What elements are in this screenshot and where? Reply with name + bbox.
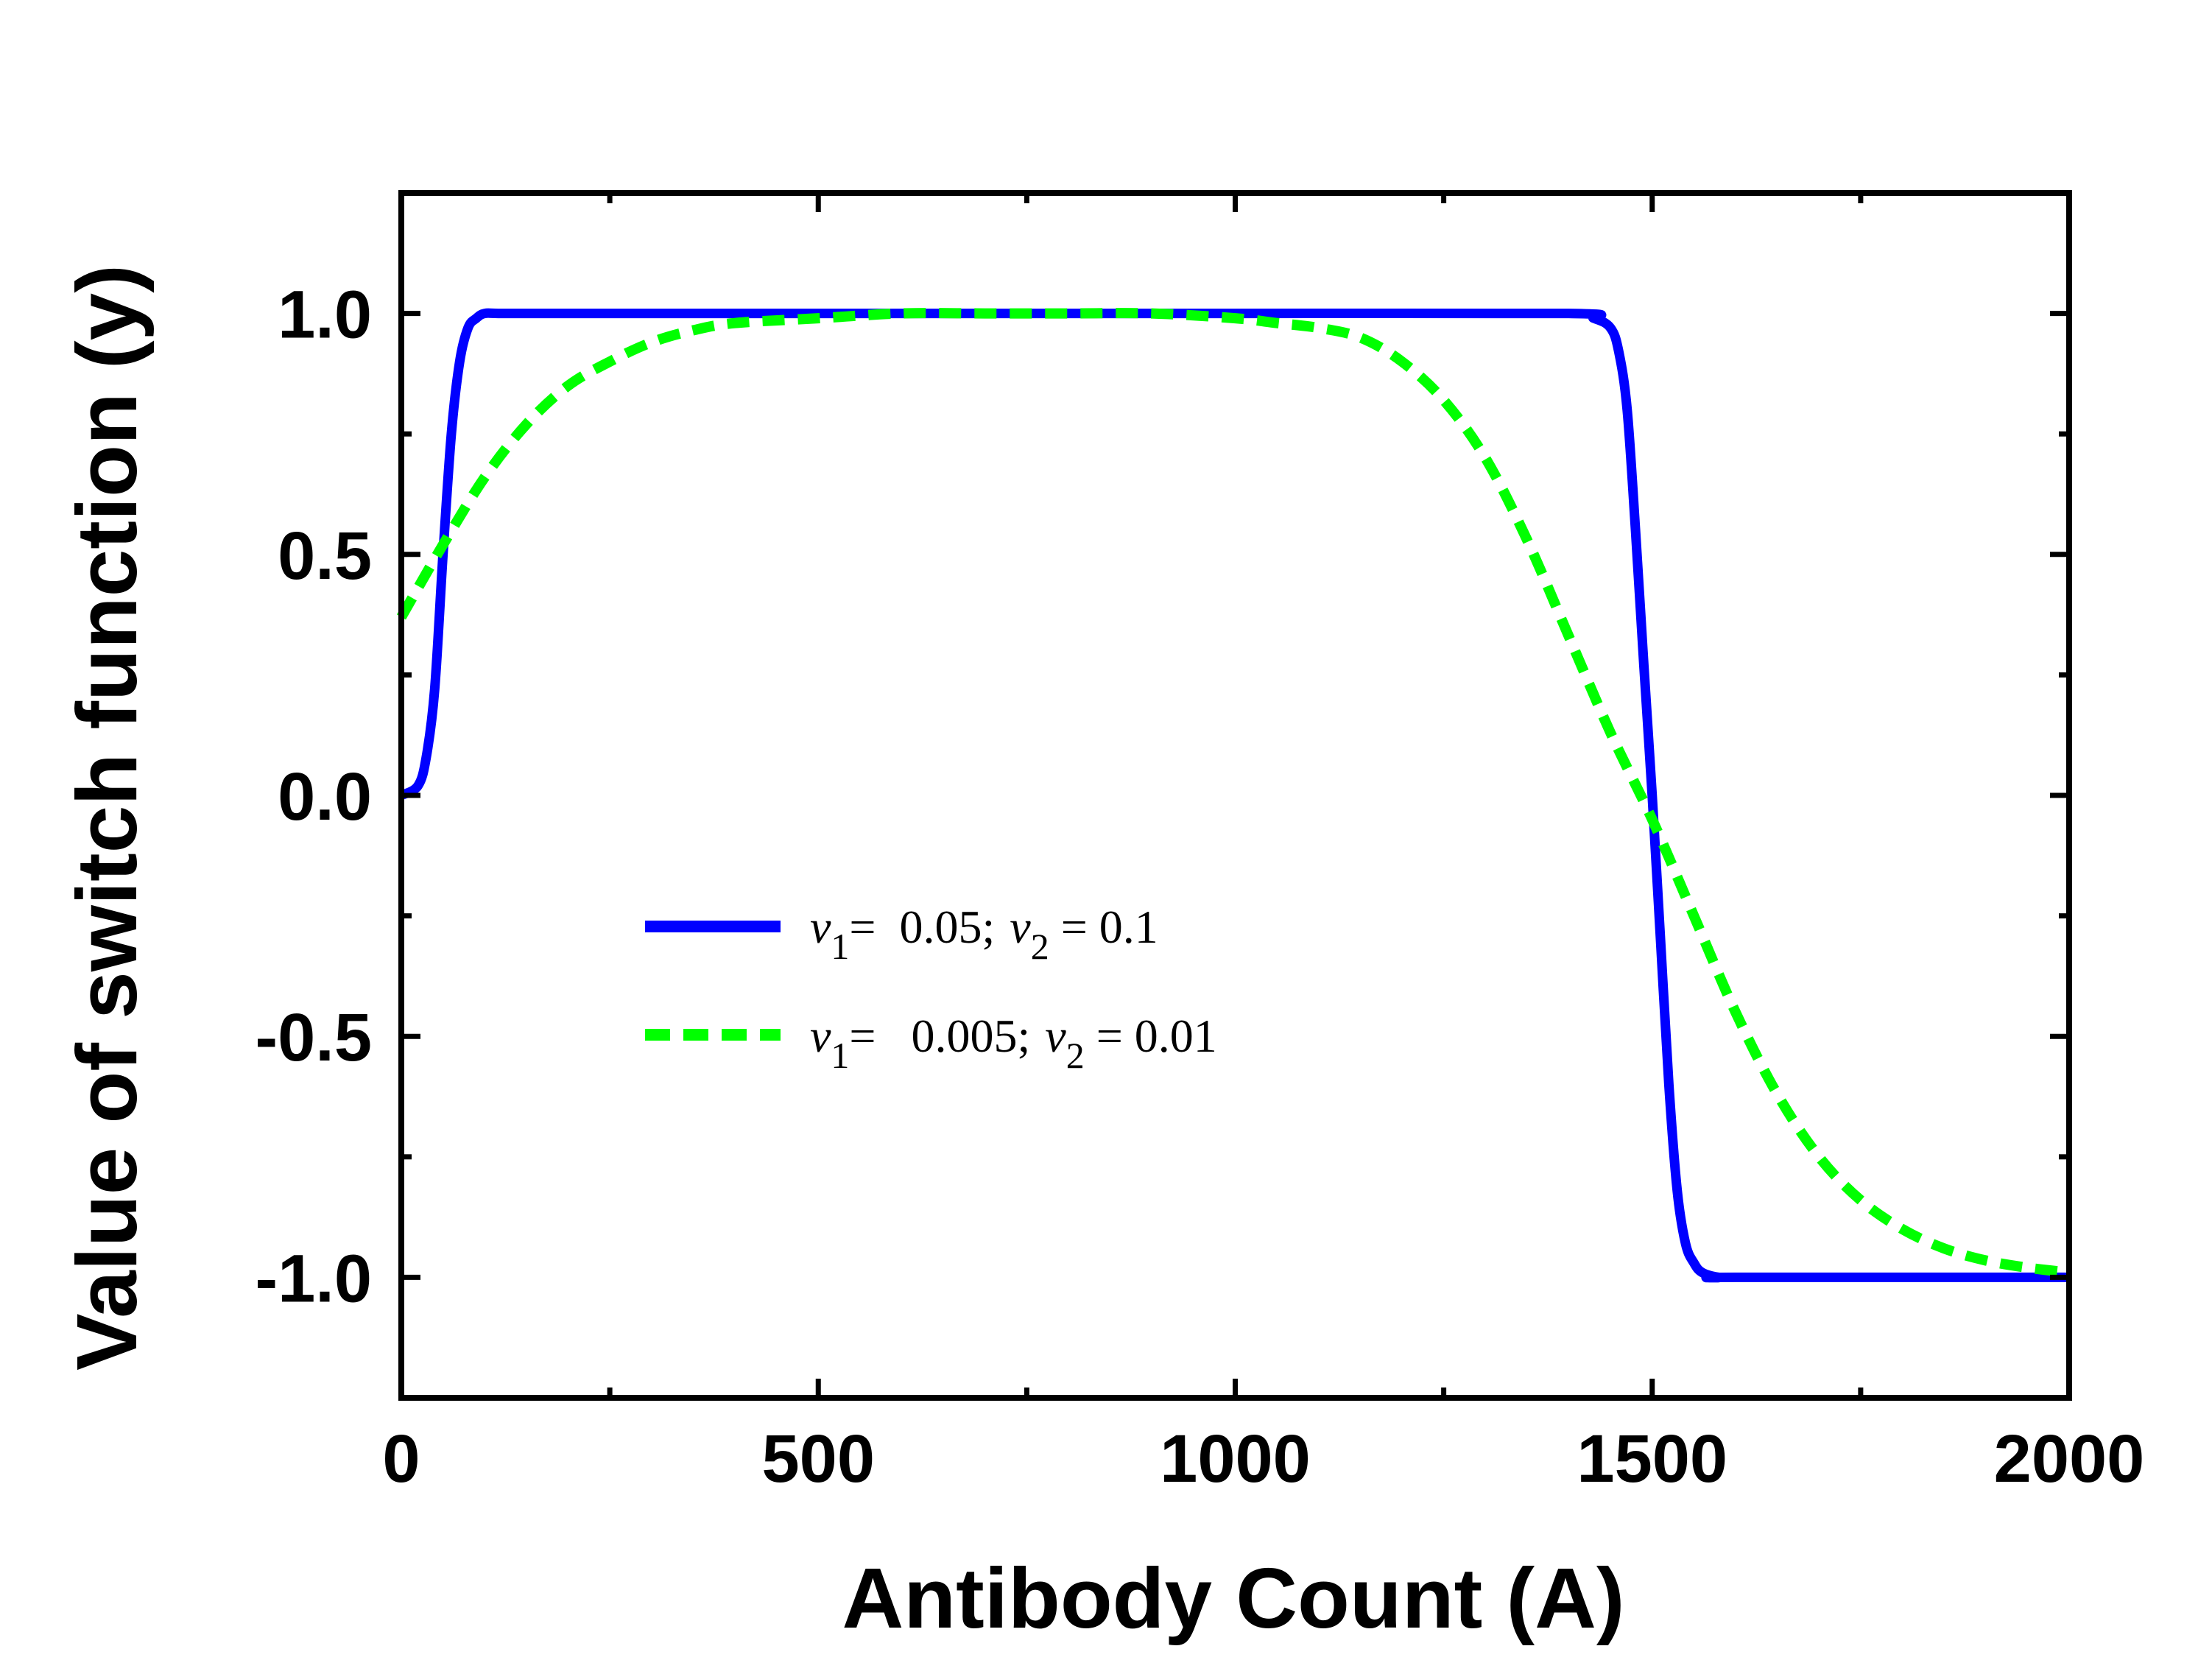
tick-labels-layer: 0 500 1000 1500 2000 1.0 0.5 0.0 -0.5 -1.0 [255, 278, 2144, 1497]
legend-nu2-symbol: ν [1045, 1010, 1066, 1062]
series-layer [396, 308, 2070, 1283]
legend-nu2-value: = 0.01 [1085, 1010, 1217, 1062]
x-tick-label: 2000 [1994, 1421, 2145, 1497]
legend-nu2-value: = 0.1 [1049, 901, 1158, 953]
series-line-2 [396, 308, 2070, 1278]
x-tick-label: 1000 [1160, 1421, 1311, 1497]
legend-nu1-symbol: ν [810, 1010, 831, 1062]
legend-label-series-1: ν1= 0.05; ν2 = 0.1 [810, 901, 1158, 967]
legend: ν1= 0.05; ν2 = 0.1 ν1= 0.005; ν2 = 0.01 [645, 901, 1217, 1076]
legend-nu2-subscript: 2 [1031, 926, 1049, 967]
x-tick-label: 0 [382, 1421, 420, 1497]
series-line-1 [398, 308, 2069, 1283]
y-tick-label: -1.0 [255, 1241, 372, 1316]
x-axis-label: Antibody Count (A) [842, 1550, 1624, 1646]
y-tick-label: 1.0 [278, 278, 372, 353]
legend-label-series-2: ν1= 0.005; ν2 = 0.01 [810, 1010, 1217, 1076]
y-tick-label: 0.5 [278, 518, 372, 594]
y-tick-label: 0.0 [278, 759, 372, 834]
y-axis-label: Value of switch function (y) [59, 264, 155, 1371]
legend-nu1-subscript: 1 [831, 926, 849, 967]
legend-nu2-symbol: ν [1010, 901, 1031, 953]
legend-nu1-symbol: ν [810, 901, 831, 953]
ticks-layer [398, 190, 2072, 1401]
x-tick-label: 500 [762, 1421, 876, 1497]
legend-nu1-subscript: 1 [831, 1035, 849, 1076]
legend-nu1-value: = 0.005; [849, 1010, 1030, 1062]
y-tick-label: -0.5 [255, 1000, 372, 1075]
legend-nu2-subscript: 2 [1066, 1035, 1085, 1076]
x-tick-label: 1500 [1577, 1421, 1727, 1497]
legend-nu1-value: = 0.05; [849, 901, 995, 953]
plot-frame [398, 190, 2072, 1401]
